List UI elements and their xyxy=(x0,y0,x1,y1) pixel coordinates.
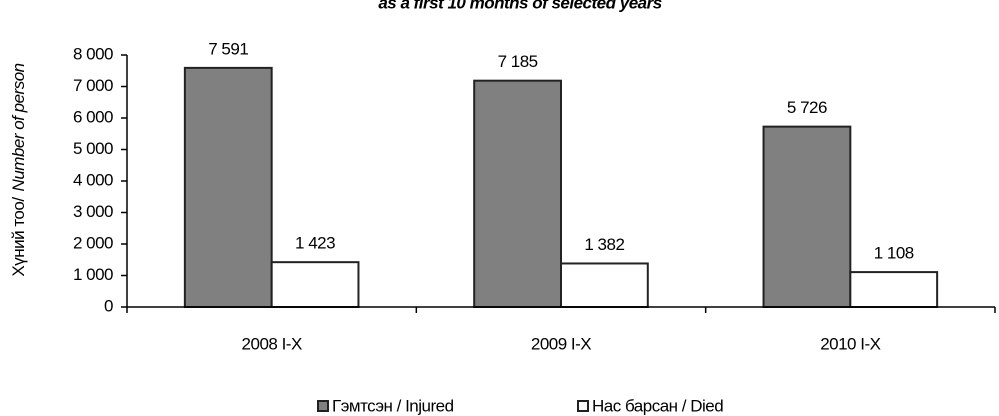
y-label-part: Number of person xyxy=(9,63,28,191)
x-tick-label: 2009 I-X xyxy=(531,334,591,353)
data-label: 7 185 xyxy=(498,52,538,71)
y-label-part: Хүний тоо/ xyxy=(9,197,28,277)
data-label: 1 423 xyxy=(295,234,335,253)
y-tick-label: 3 000 xyxy=(73,202,113,221)
bar xyxy=(560,262,649,309)
bar xyxy=(270,261,360,309)
y-tick-label: 6 000 xyxy=(73,107,113,126)
legend-label: Гэмтсэн / Injured xyxy=(332,396,454,415)
x-tick-label: 2008 I-X xyxy=(242,334,302,353)
x-tick-label: 2010 I-X xyxy=(820,334,880,353)
data-label: 1 108 xyxy=(874,244,914,263)
y-axis-label: Хүний тоо/Number of person xyxy=(9,63,28,276)
y-tick-label: 0 xyxy=(104,296,113,315)
y-tick-label: 2 000 xyxy=(73,233,113,252)
legend-swatch xyxy=(577,400,589,412)
y-tick-label: 7 000 xyxy=(73,76,113,95)
y-tick-label: 1 000 xyxy=(73,265,113,284)
legend-swatch xyxy=(317,400,329,412)
data-label: 1 382 xyxy=(584,235,624,254)
data-label: 7 591 xyxy=(208,39,248,58)
y-tick-label: 8 000 xyxy=(73,44,113,63)
bar xyxy=(473,79,563,308)
chart-title: as a first 10 months of selected years xyxy=(378,0,661,12)
bar xyxy=(849,271,939,308)
y-tick-label: 4 000 xyxy=(73,170,113,189)
bar xyxy=(762,125,852,308)
data-label: 5 726 xyxy=(787,98,827,117)
y-tick-label: 5 000 xyxy=(73,139,113,158)
bar xyxy=(183,66,273,308)
legend-label: Нас барсан / Died xyxy=(592,396,723,415)
